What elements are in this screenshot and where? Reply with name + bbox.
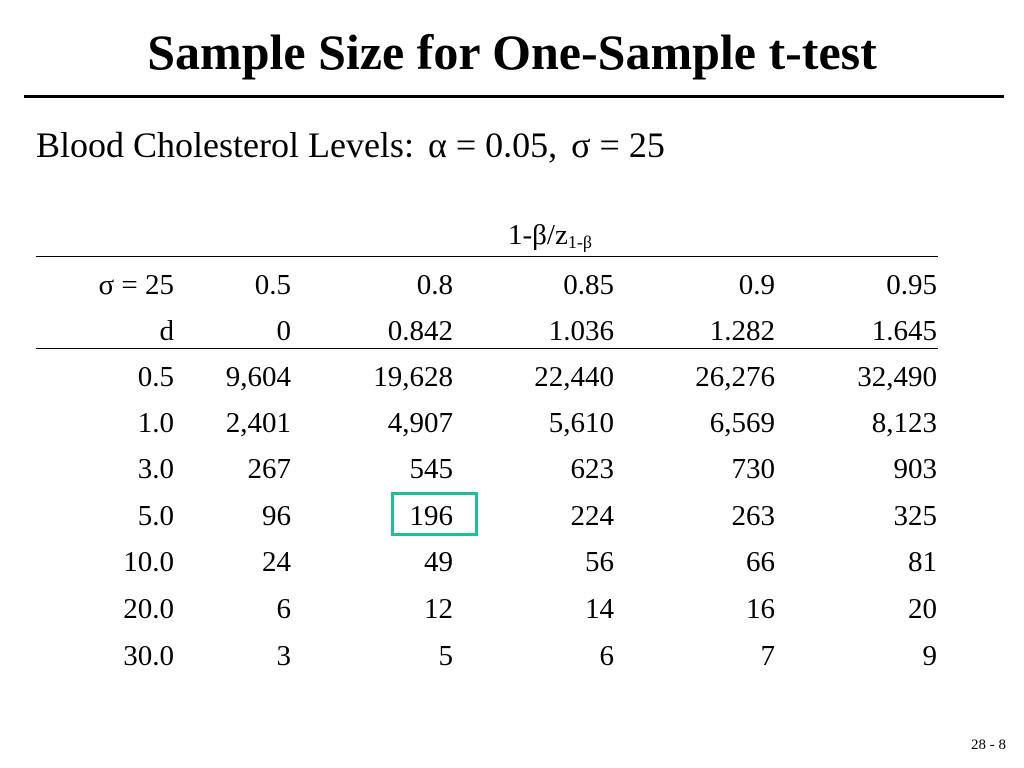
table-row: 5.0 96 196 224 263 325 [0,493,1024,539]
table-cell: 20 [908,593,937,625]
table-cell: 49 [424,546,453,578]
table-cell: 6,569 [709,407,775,439]
column-group-header-main: 1-β/z [508,219,568,251]
table-row: 30.0 3 5 6 7 9 [0,633,1024,679]
table-header-cell: 1.645 [871,315,937,347]
table-cell: 0.5 [137,361,174,393]
table-row: 1.0 2,401 4,907 5,610 6,569 8,123 [0,400,1024,446]
table-cell: 2,401 [225,407,291,439]
table-header-cell: 0.85 [563,269,614,301]
highlighted-cell: 196 [409,500,454,532]
table-header-cell: 0.9 [738,269,775,301]
table-cell: 8,123 [871,407,937,439]
title-divider [24,95,1004,98]
table-cell: 5.0 [137,500,174,532]
table-header-cell: 0.95 [886,269,937,301]
table-cell: 10.0 [123,546,174,578]
subtitle-sigma: σ = 25 [571,125,665,165]
table-cell: 96 [262,500,291,532]
column-group-header: 1-β/z1-β [490,215,610,262]
table-row: 10.0 24 49 56 66 81 [0,539,1024,585]
table-cell: 224 [570,500,615,532]
slide-subtitle: Blood Cholesterol Levels: α = 0.05, σ = 25 [36,120,665,170]
table-header-cell: d [159,315,175,347]
table-cell: 7 [760,640,776,672]
subtitle-label: Blood Cholesterol Levels: [36,125,414,165]
table-cell: 16 [746,593,775,625]
table-cell: 19,628 [373,361,453,393]
table-header-cell: σ = 25 [98,269,175,301]
table-cell: 3.0 [137,453,174,485]
slide-title: Sample Size for One-Sample t-test [147,24,877,80]
table-header-row: d 0 0.842 1.036 1.282 1.645 [0,308,1024,354]
table-cell: 14 [585,593,614,625]
table-cell: 623 [570,453,615,485]
table-cell: 1.0 [137,407,174,439]
table-cell: 32,490 [857,361,937,393]
table-header-cell: 1.036 [548,315,614,347]
table-cell: 66 [746,546,775,578]
table-header-cell: 0 [276,315,292,347]
column-group-header-sub: 1-β [567,232,592,252]
highlight-box [391,492,478,536]
table-cell: 20.0 [123,593,174,625]
table-row: 0.5 9,604 19,628 22,440 26,276 32,490 [0,354,1024,400]
table-header-rule [36,348,938,349]
table-cell: 81 [908,546,937,578]
table-cell: 4,907 [387,407,453,439]
table-row: 20.0 6 12 14 16 20 [0,586,1024,632]
table-cell: 263 [731,500,776,532]
table-row: 3.0 267 545 623 730 903 [0,446,1024,492]
table-cell: 267 [247,453,292,485]
table-header-cell: 0.8 [416,269,453,301]
table-cell: 6 [599,640,615,672]
table-cell: 12 [424,593,453,625]
table-cell: 22,440 [534,361,614,393]
table-cell: 730 [731,453,776,485]
table-cell: 24 [262,546,291,578]
table-cell: 903 [893,453,938,485]
table-cell: 3 [276,640,292,672]
slide-number: 28 - 8 [971,737,1006,753]
table-cell: 325 [893,500,938,532]
table-cell: 545 [409,453,454,485]
table-cell: 9 [922,640,938,672]
table-cell: 6 [276,593,292,625]
table-header-cell: 0.842 [387,315,453,347]
table-header-row: σ = 25 0.5 0.8 0.85 0.9 0.95 [0,262,1024,308]
table-header-cell: 0.5 [254,269,291,301]
table-cell: 9,604 [225,361,291,393]
table-top-rule [36,256,938,257]
table-cell: 26,276 [695,361,775,393]
table-cell: 5 [438,640,454,672]
table-cell: 5,610 [548,407,614,439]
table-header-cell: 1.282 [709,315,775,347]
table-cell: 56 [585,546,614,578]
table-cell: 30.0 [123,640,174,672]
subtitle-alpha: α = 0.05, [427,125,558,165]
